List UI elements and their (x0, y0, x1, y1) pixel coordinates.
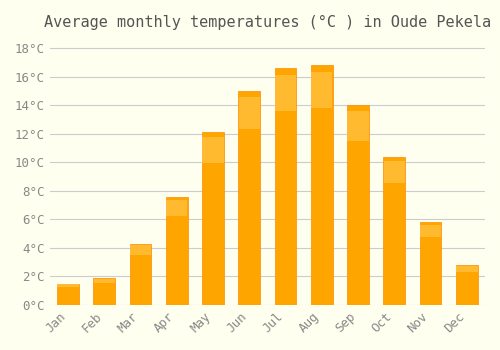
Bar (166, 197, 188, 305)
Bar (94, 279, 115, 283)
Bar (420, 225, 442, 237)
Bar (311, 72, 332, 108)
Bar (348, 111, 368, 141)
Bar (57, 284, 79, 305)
Bar (274, 68, 296, 305)
Bar (238, 97, 260, 130)
Bar (130, 245, 151, 255)
Bar (166, 200, 188, 216)
Bar (238, 91, 260, 305)
Bar (202, 138, 224, 163)
Bar (58, 284, 78, 287)
Bar (311, 65, 332, 305)
Bar (384, 156, 405, 305)
Bar (384, 161, 405, 183)
Bar (130, 244, 152, 305)
Bar (275, 75, 296, 111)
Bar (420, 222, 442, 305)
Bar (456, 266, 477, 272)
Bar (456, 265, 477, 305)
Bar (347, 105, 369, 305)
Title: Average monthly temperatures (°C ) in Oude Pekela: Average monthly temperatures (°C ) in Ou… (44, 15, 491, 30)
Bar (94, 278, 115, 305)
Bar (202, 132, 224, 305)
